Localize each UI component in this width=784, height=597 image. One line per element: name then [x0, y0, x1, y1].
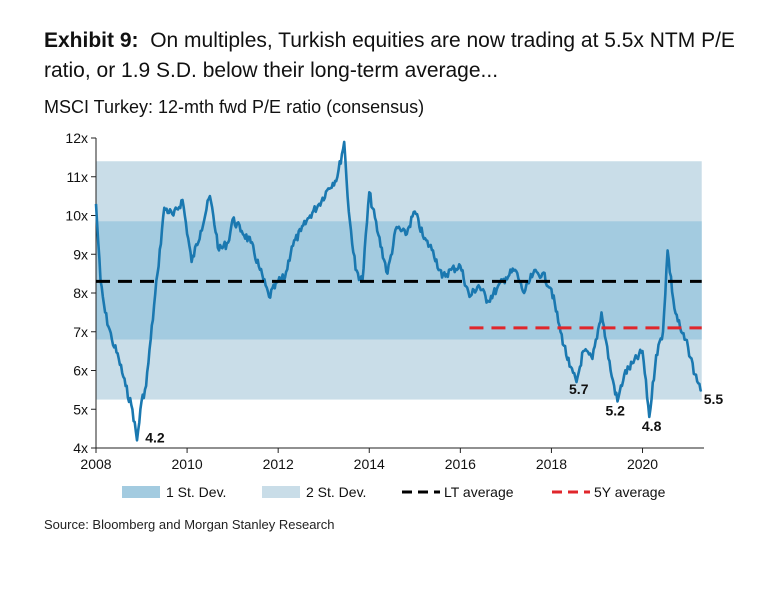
x-tick-label: 2008: [80, 456, 111, 472]
y-tick-label: 8x: [73, 285, 88, 301]
pe-series-line: [94, 140, 703, 442]
y-tick-label: 9x: [73, 246, 88, 262]
exhibit-label: Exhibit 9:: [44, 29, 139, 52]
x-tick-label: 2012: [263, 456, 294, 472]
y-tick-label: 6x: [73, 363, 88, 379]
annotation-label: 5.2: [605, 403, 625, 419]
annotation-label: 5.5: [704, 391, 724, 407]
annotation-label: 5.7: [569, 381, 589, 397]
x-tick-label: 2018: [536, 456, 567, 472]
legend-label: 2 St. Dev.: [306, 484, 366, 500]
legend: 1 St. Dev. 2 St. Dev. LT average 5Y average: [122, 484, 666, 500]
y-tick-label: 7x: [73, 324, 88, 340]
x-tick-label: 2010: [172, 456, 203, 472]
source-note: Source: Bloomberg and Morgan Stanley Res…: [44, 517, 335, 532]
y-tick-label: 11x: [66, 169, 88, 185]
y-tick-label: 5x: [73, 401, 88, 417]
annotation-label: 4.8: [642, 418, 662, 434]
chart-subtitle: MSCI Turkey: 12-mth fwd P/E ratio (conse…: [44, 97, 425, 117]
annotations-group: 4.2 5.7 5.2 4.8 5.5: [145, 381, 723, 445]
legend-label: 1 St. Dev.: [166, 484, 226, 500]
title-text: On multiples, Turkish equities are now t…: [44, 29, 735, 82]
legend-label: 5Y average: [594, 484, 666, 500]
y-tick-label: 10x: [65, 208, 88, 224]
chart-title: Exhibit 9: On multiples, Turkish equitie…: [44, 26, 764, 86]
x-tick-label: 2014: [354, 456, 385, 472]
y-tick-label: 4x: [73, 440, 88, 456]
x-tick-label: 2016: [445, 456, 476, 472]
x-tick-label: 2020: [627, 456, 658, 472]
legend-swatch-band2: [262, 486, 300, 498]
annotation-label: 4.2: [145, 429, 165, 445]
axes-group: 4x 5x 6x 7x 8x 9x 10x 11x 12x 2008 2010 2012 2014 201…: [65, 130, 704, 472]
legend-swatch-band1: [122, 486, 160, 498]
legend-label: LT average: [444, 484, 514, 500]
y-tick-label: 12x: [65, 130, 88, 146]
